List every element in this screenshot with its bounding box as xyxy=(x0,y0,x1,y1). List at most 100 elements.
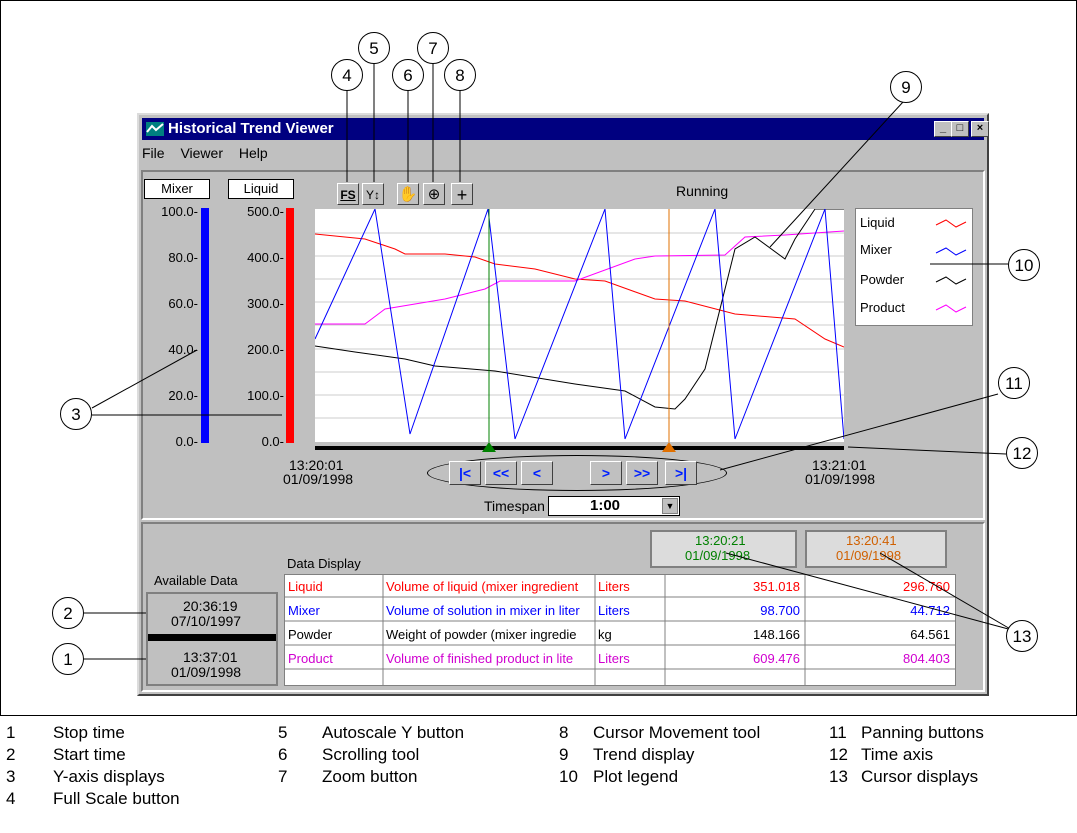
pan-fast-back-button[interactable]: << xyxy=(485,461,517,485)
pan-back-button[interactable]: < xyxy=(521,461,553,485)
mixer-tick: 0.0- xyxy=(175,434,198,449)
row-unit: Liters xyxy=(598,651,630,666)
powder-trend-line xyxy=(315,209,844,410)
powder-swatch xyxy=(935,276,967,285)
menu-help[interactable]: Help xyxy=(238,145,268,161)
legend-swatches xyxy=(934,210,968,322)
row-desc: Volume of finished product in lite xyxy=(386,651,574,666)
legend-text: Start time xyxy=(53,745,126,764)
pan-last-button[interactable]: >| xyxy=(665,461,697,485)
callout-leader-lines xyxy=(84,63,1013,660)
legend-num: 12 xyxy=(829,745,848,764)
mixer-tick: 60.0- xyxy=(168,296,198,311)
row-unit: kg xyxy=(598,627,612,642)
mixer-swatch xyxy=(935,247,967,256)
timespan-select[interactable] xyxy=(548,496,680,516)
available-data-label: Available Data xyxy=(154,573,238,588)
liquid-tick: 100.0- xyxy=(247,388,284,403)
app-icon xyxy=(146,122,164,136)
row-value-2: 64.561 xyxy=(910,627,950,642)
pan-forward-button[interactable]: > xyxy=(590,461,622,485)
data-table-scrollbar[interactable] xyxy=(955,575,972,685)
pan-fast-forward-button[interactable]: >> xyxy=(626,461,658,485)
cursor-2-time: 13:20:41 xyxy=(846,533,897,548)
row-value-1: 98.700 xyxy=(760,603,800,618)
liquid-trend-line xyxy=(315,233,844,348)
data-display-label: Data Display xyxy=(287,556,361,571)
legend-text: Autoscale Y button xyxy=(322,723,465,742)
panning-buttons-outline xyxy=(427,455,727,491)
row-desc: Volume of solution in mixer in liter xyxy=(386,603,580,618)
callout-11: 11 xyxy=(998,367,1030,399)
status-text: Running xyxy=(676,183,729,199)
legend-text: Plot legend xyxy=(593,767,679,786)
callout-2: 2 xyxy=(52,597,84,629)
callout-1: 1 xyxy=(52,643,84,675)
chevron-down-icon[interactable]: ▼ xyxy=(662,498,678,514)
legend-text: Zoom button xyxy=(322,767,418,786)
product-trend-line xyxy=(315,230,844,325)
timespan-label: Timespan xyxy=(484,498,545,514)
menu-viewer[interactable]: Viewer xyxy=(180,145,223,161)
legend-text: Time axis xyxy=(861,745,934,764)
cursor-1-time: 13:20:21 xyxy=(695,533,746,548)
legend-num: 4 xyxy=(6,789,16,808)
legend-text: Cursor Movement tool xyxy=(593,723,761,742)
available-data-bar xyxy=(148,634,276,641)
callout-12: 12 xyxy=(1006,437,1038,469)
mixer-axis-label: Mixer xyxy=(144,179,210,199)
cursor-2-display xyxy=(805,530,947,568)
start-time: 13:20:01 xyxy=(289,457,344,473)
autoscale-y-button[interactable]: Y↕ xyxy=(362,183,384,205)
zoom-button-icon[interactable]: ⊕ xyxy=(423,183,445,205)
row-value-2: 804.403 xyxy=(903,651,950,666)
legend-mixer-label: Mixer xyxy=(860,242,892,257)
callout-7: 7 xyxy=(417,32,449,64)
callout-4: 4 xyxy=(331,59,363,91)
legend-text: Stop time xyxy=(53,723,125,742)
cursor-2-marker-icon[interactable] xyxy=(662,442,676,452)
pan-first-button[interactable]: |< xyxy=(449,461,481,485)
product-swatch xyxy=(935,304,967,313)
liquid-axis-bar xyxy=(286,208,294,443)
close-button[interactable]: × xyxy=(971,121,989,137)
callout-5: 5 xyxy=(358,32,390,64)
legend-text: Y-axis displays xyxy=(53,767,165,786)
data-panel xyxy=(141,522,985,692)
row-unit: Liters xyxy=(598,603,630,618)
cursor-1-marker-icon[interactable] xyxy=(482,442,496,452)
start-date: 01/09/1998 xyxy=(283,471,354,487)
cursor-movement-tool-icon[interactable]: + xyxy=(451,183,473,205)
legend-num: 5 xyxy=(278,723,288,742)
callout-9: 9 xyxy=(890,71,922,103)
title-bar[interactable]: Historical Trend Viewer _ □ × xyxy=(142,118,989,140)
trend-panel xyxy=(141,170,985,520)
liquid-axis-label: Liquid xyxy=(228,179,294,199)
row-name: Product xyxy=(288,651,333,666)
row-name: Liquid xyxy=(288,579,323,594)
row-desc: Volume of liquid (mixer ingredient xyxy=(386,579,579,594)
legend-num: 13 xyxy=(829,767,848,786)
callout-8: 8 xyxy=(444,59,476,91)
legend-num: 10 xyxy=(559,767,578,786)
trend-display[interactable] xyxy=(315,209,844,442)
menu-bar: File Viewer Help xyxy=(142,145,280,165)
menu-file[interactable]: File xyxy=(142,145,165,161)
liquid-swatch xyxy=(935,219,967,228)
legend-text: Scrolling tool xyxy=(322,745,420,764)
row-name: Mixer xyxy=(288,603,320,618)
legend-num: 6 xyxy=(278,745,288,764)
maximize-button[interactable]: □ xyxy=(951,121,969,137)
legend-text: Cursor displays xyxy=(861,767,979,786)
legend-powder-label: Powder xyxy=(860,272,905,287)
end-date: 01/09/1998 xyxy=(805,471,876,487)
cursor-1-display xyxy=(650,530,797,568)
legend-num: 2 xyxy=(6,745,16,764)
data-table xyxy=(284,574,956,686)
mixer-tick: 20.0- xyxy=(168,388,198,403)
full-scale-button[interactable]: FS xyxy=(337,183,359,205)
legend-text: Panning buttons xyxy=(861,723,984,742)
row-desc: Weight of powder (mixer ingredie xyxy=(386,627,577,642)
scrolling-tool-icon[interactable]: ✋ xyxy=(397,183,419,205)
mixer-trend-line xyxy=(315,209,844,440)
